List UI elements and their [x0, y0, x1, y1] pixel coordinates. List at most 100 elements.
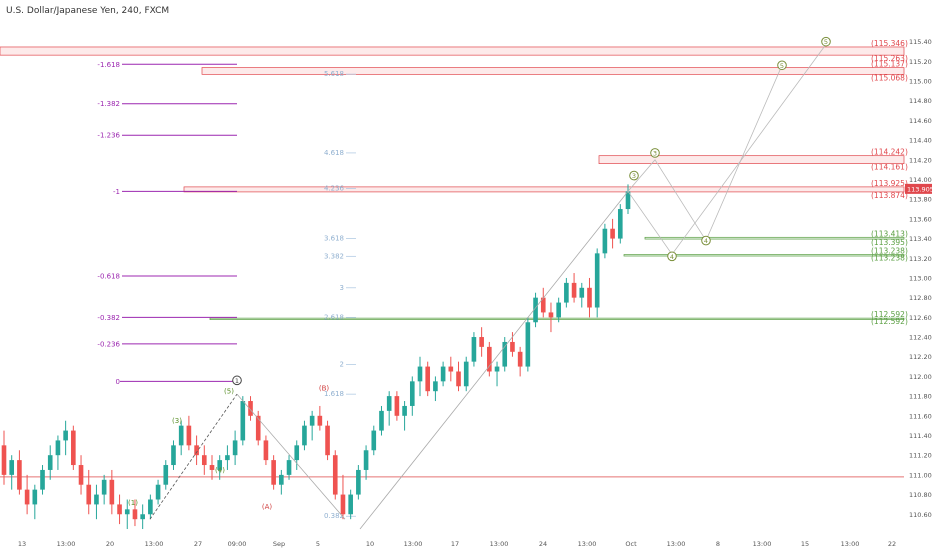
candle-body[interactable]	[402, 405, 407, 416]
candle-body[interactable]	[232, 440, 238, 456]
candle-body[interactable]	[186, 425, 192, 446]
candle-body[interactable]	[425, 366, 431, 392]
candle-body[interactable]	[63, 430, 68, 441]
price-zone	[201, 67, 905, 75]
candle-body[interactable]	[502, 341, 508, 367]
candle-body[interactable]	[194, 445, 199, 456]
wave-line	[236, 393, 346, 520]
candle-body[interactable]	[225, 455, 230, 461]
candle-body[interactable]	[148, 499, 153, 515]
candle-body[interactable]	[302, 425, 307, 446]
fib-mid-label: 1.618	[324, 390, 344, 398]
candle-body[interactable]	[24, 489, 30, 505]
y-tick-label: 110.600	[909, 511, 932, 519]
wave-label-circle	[650, 148, 660, 158]
candle-body[interactable]	[463, 361, 469, 387]
candle-body[interactable]	[117, 504, 122, 515]
candle-body[interactable]	[40, 469, 45, 490]
candle-body[interactable]	[340, 494, 346, 515]
candle-body[interactable]	[540, 297, 546, 313]
candle-body[interactable]	[86, 484, 92, 505]
candle-body[interactable]	[433, 381, 438, 392]
candle-body[interactable]	[155, 484, 161, 500]
candle-body[interactable]	[140, 514, 145, 520]
y-tick-label: 115.000	[909, 78, 932, 86]
candle-body[interactable]	[386, 396, 392, 411]
candle-body[interactable]	[548, 312, 554, 318]
candle-body[interactable]	[309, 415, 315, 426]
candle-body[interactable]	[55, 440, 61, 456]
wave-label: (B)	[319, 385, 330, 393]
candle-body[interactable]	[356, 469, 361, 495]
candle-body[interactable]	[248, 401, 253, 416]
candle-body[interactable]	[440, 366, 446, 382]
y-tick-label: 113.600	[909, 215, 932, 223]
wave-label-circle	[701, 235, 711, 246]
candle-body[interactable]	[571, 282, 577, 298]
y-tick-label: 111.800	[909, 393, 932, 401]
candle-body[interactable]	[487, 346, 492, 372]
candle-body[interactable]	[94, 494, 99, 505]
candle-body[interactable]	[201, 455, 207, 466]
candle-body[interactable]	[255, 415, 261, 441]
candle-body[interactable]	[263, 440, 269, 461]
wave-label: (5)	[224, 388, 234, 396]
candle-body[interactable]	[510, 341, 515, 352]
candle-body[interactable]	[317, 415, 323, 426]
candle-body[interactable]	[525, 322, 531, 367]
candle-body[interactable]	[417, 366, 423, 382]
candle-body[interactable]	[587, 287, 592, 308]
candle-body[interactable]	[348, 494, 353, 515]
candle-body[interactable]	[448, 366, 454, 372]
candle-body[interactable]	[132, 509, 138, 520]
candle-body[interactable]	[71, 430, 76, 466]
candle-body[interactable]	[217, 460, 223, 470]
candle-body[interactable]	[625, 191, 631, 210]
candle-body[interactable]	[602, 228, 608, 254]
candle-body[interactable]	[409, 381, 415, 406]
candle-body[interactable]	[294, 445, 300, 461]
fib-mid-label: 4.236	[324, 184, 345, 192]
candle-body[interactable]	[9, 460, 15, 475]
candle-body[interactable]	[1, 445, 7, 475]
candle-body[interactable]	[371, 430, 377, 451]
candle-body[interactable]	[533, 297, 538, 323]
candle-body[interactable]	[379, 410, 384, 431]
candle-body[interactable]	[494, 366, 500, 372]
candle-body[interactable]	[171, 445, 176, 466]
wave-dashed-line	[149, 393, 238, 520]
candle-body[interactable]	[101, 479, 107, 495]
candle-body[interactable]	[279, 474, 284, 485]
candle-body[interactable]	[163, 465, 169, 485]
candle-body[interactable]	[286, 460, 292, 475]
candle-body[interactable]	[209, 465, 215, 470]
candle-body[interactable]	[363, 450, 369, 470]
candle-body[interactable]	[271, 460, 276, 485]
last-price-label: 113.905	[907, 185, 932, 193]
candle-body[interactable]	[564, 282, 569, 303]
zone-label: (113.925)	[871, 179, 908, 188]
candle-body[interactable]	[394, 396, 400, 416]
candle-body[interactable]	[124, 509, 130, 515]
candle-body[interactable]	[517, 351, 523, 367]
candle-body[interactable]	[78, 465, 84, 485]
candle-body[interactable]	[32, 489, 38, 505]
candle-body[interactable]	[325, 425, 330, 456]
candle-body[interactable]	[479, 337, 484, 347]
candle-body[interactable]	[332, 455, 338, 495]
candle-body[interactable]	[617, 209, 623, 239]
y-tick-label: 111.000	[909, 471, 932, 479]
candle-body[interactable]	[471, 337, 477, 362]
candle-body[interactable]	[610, 228, 615, 239]
candle-body[interactable]	[456, 371, 461, 387]
candle-body[interactable]	[17, 460, 22, 490]
candle-body[interactable]	[47, 455, 53, 470]
candle-body[interactable]	[556, 302, 561, 318]
candle-body[interactable]	[594, 253, 600, 308]
candle-body[interactable]	[579, 287, 585, 298]
fib-left-label: 0	[116, 378, 120, 386]
candle-body[interactable]	[109, 479, 115, 505]
candle-body[interactable]	[178, 425, 184, 446]
candle-body[interactable]	[240, 401, 246, 441]
